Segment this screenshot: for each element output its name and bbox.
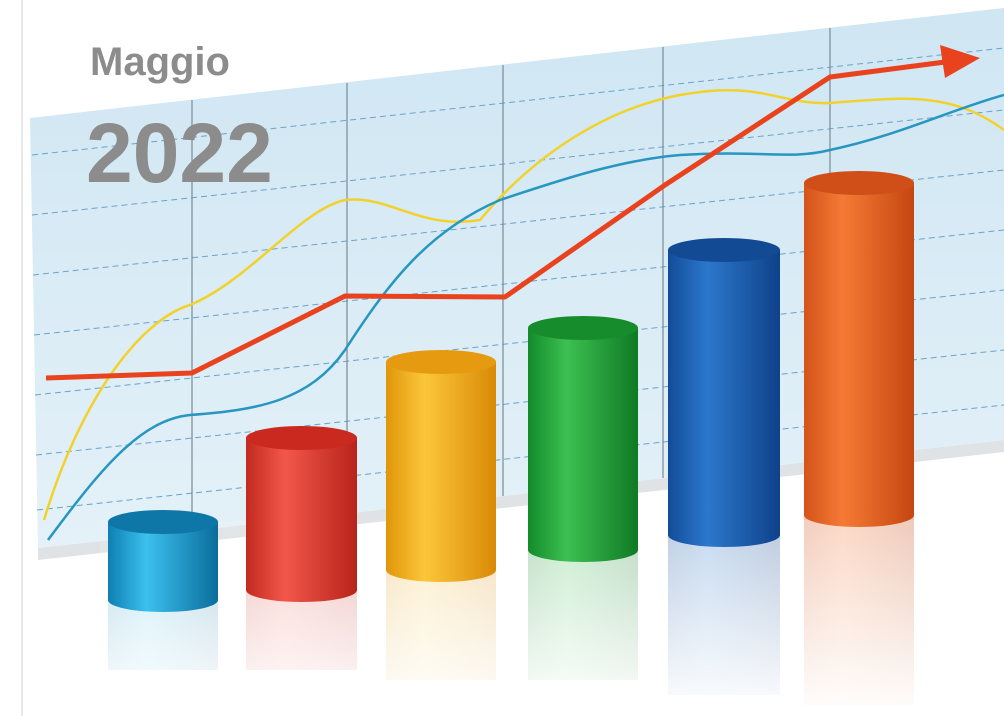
cylinder-3 (386, 350, 496, 582)
yellow-line (42, 88, 1004, 521)
cylinder-4 (528, 316, 638, 562)
reflections (100, 515, 930, 716)
cylinder-1 (108, 510, 218, 612)
red-trend-line (45, 59, 946, 381)
trend-arrow (940, 45, 980, 78)
blue-line (46, 93, 1004, 541)
month-label: Maggio (90, 40, 230, 84)
cylinder-2 (246, 426, 357, 602)
cylinder-5 (668, 238, 780, 547)
cylinders (100, 171, 930, 716)
cylinder-6 (804, 171, 914, 527)
year-label: 2022 (86, 106, 273, 200)
